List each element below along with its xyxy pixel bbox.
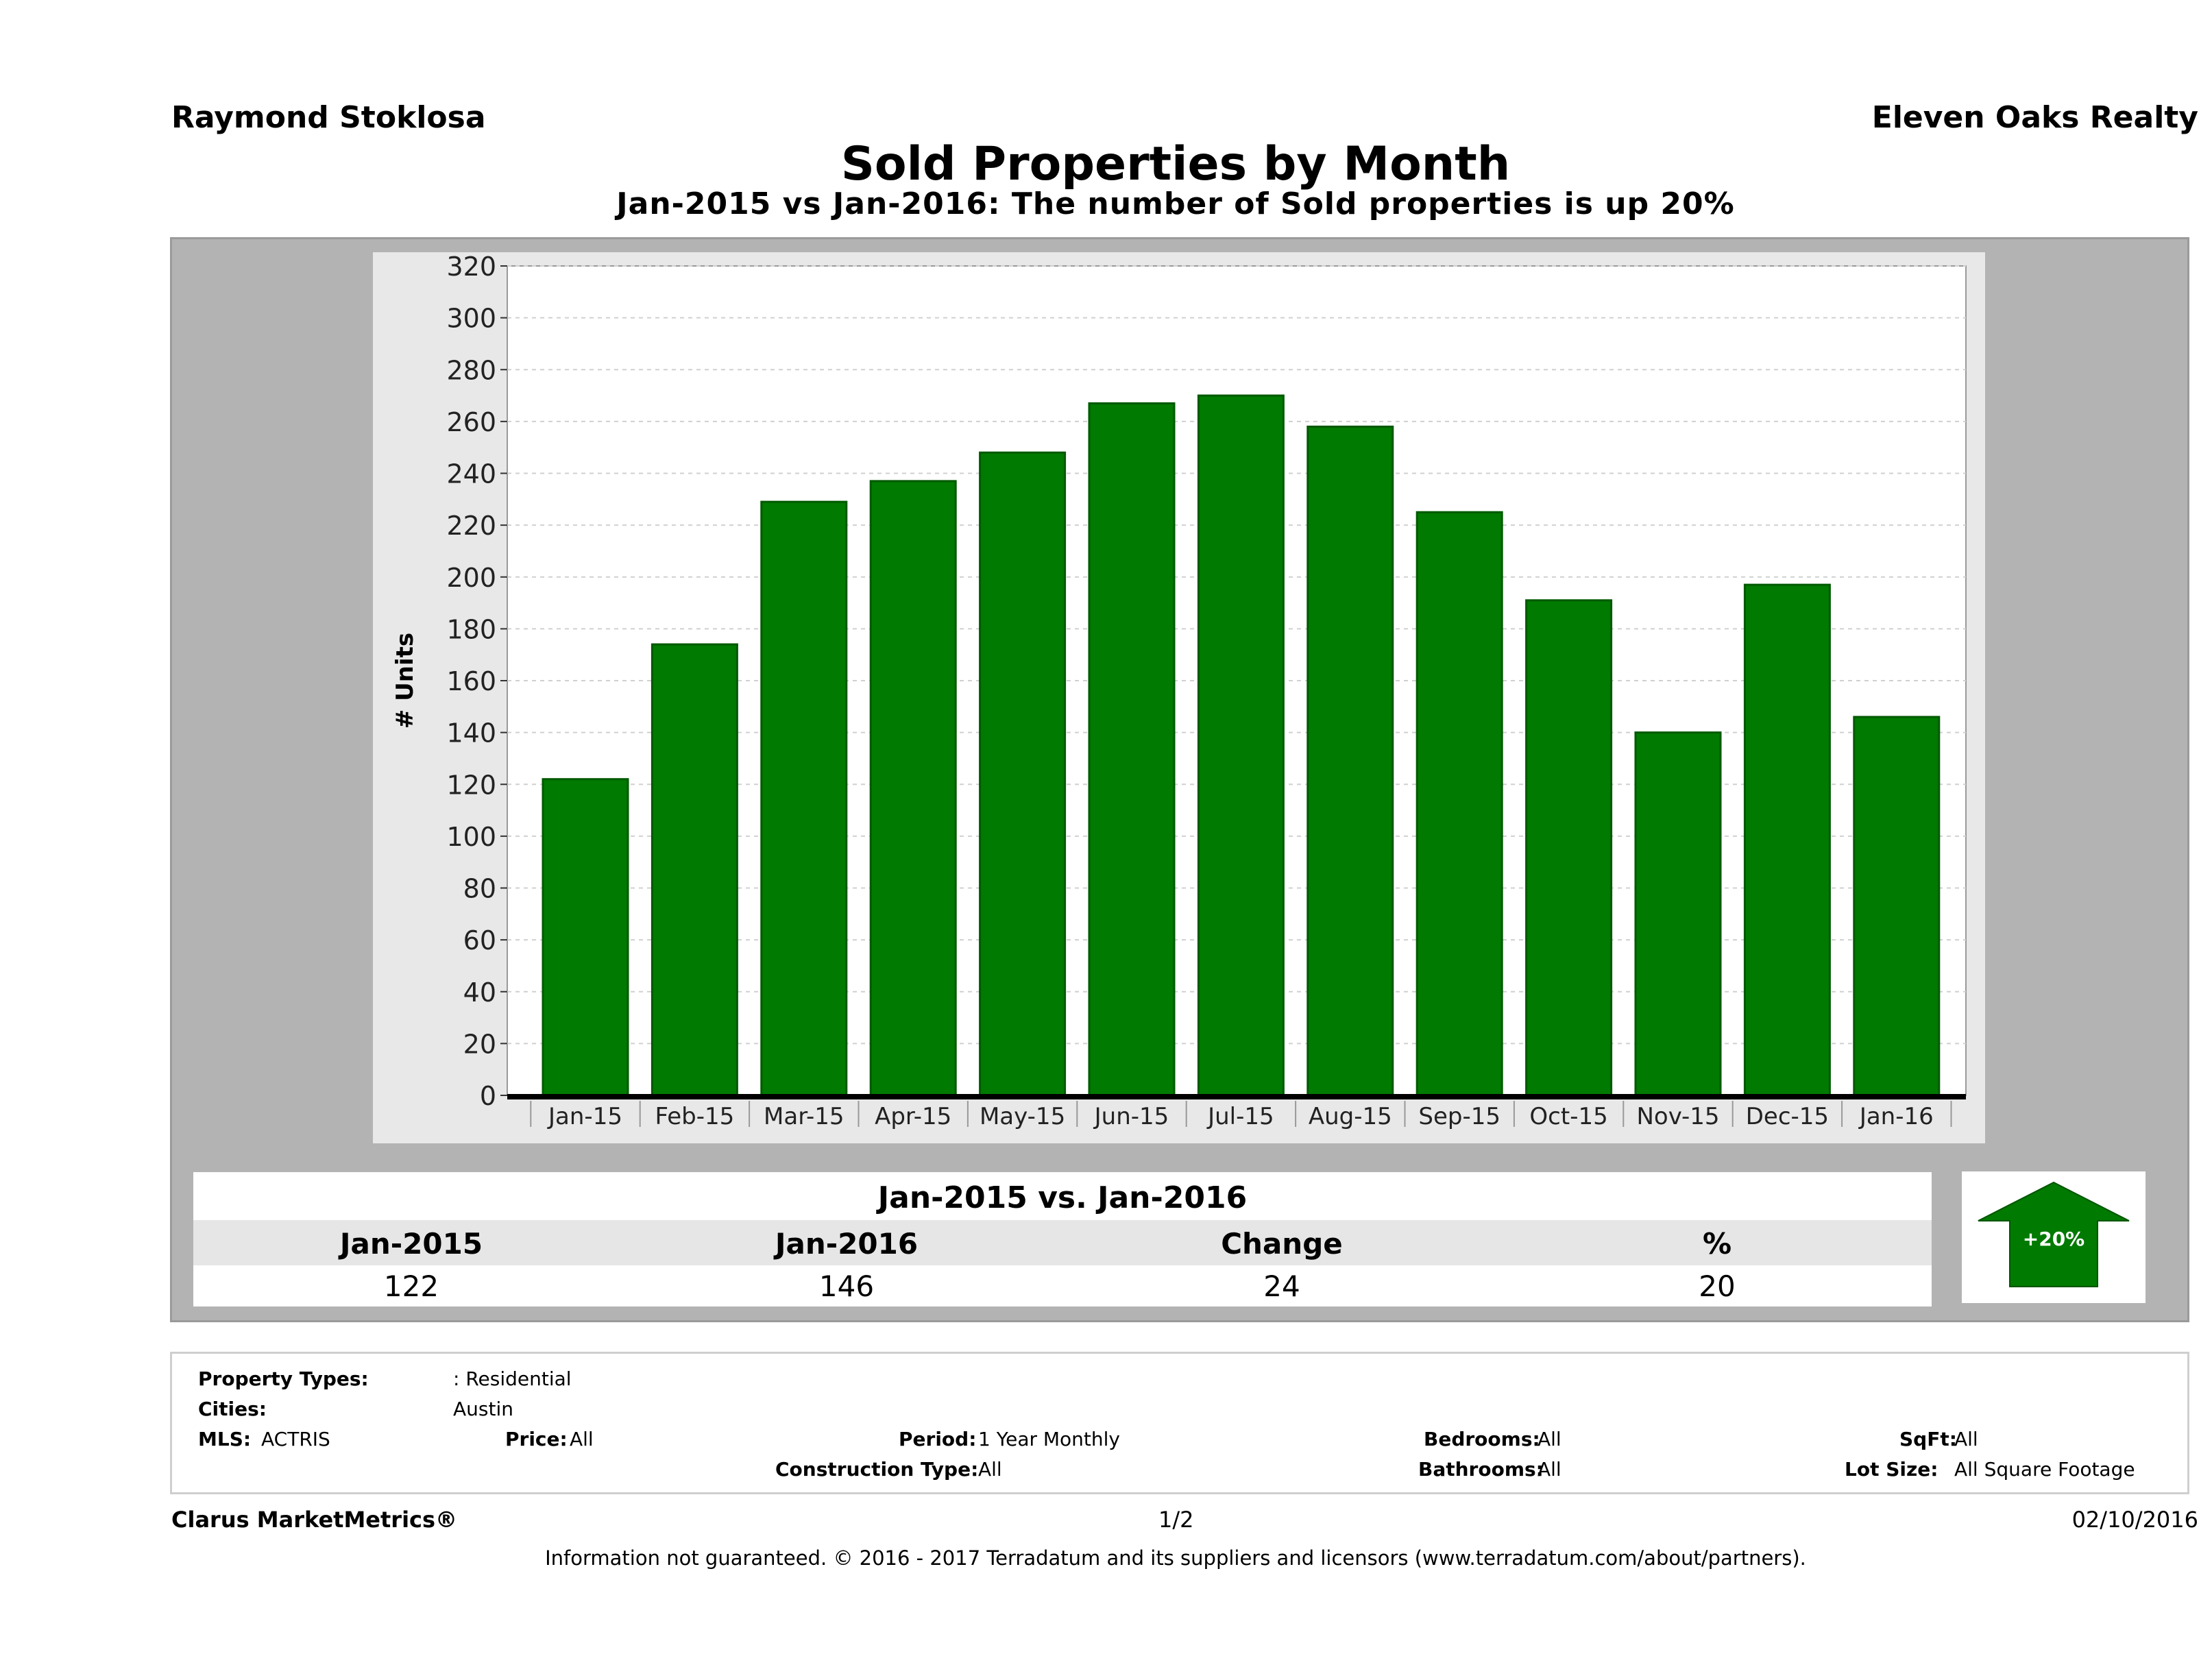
mls-label: MLS:	[198, 1428, 252, 1450]
summary-header-row: Jan-2015 Jan-2016 Change %	[193, 1220, 1932, 1265]
up-arrow-icon: +20%	[1978, 1181, 2130, 1287]
bar-jan-15	[542, 778, 629, 1097]
cities-value: Austin	[453, 1398, 513, 1420]
bar-oct-15	[1525, 599, 1613, 1097]
summary-value-row: 122 146 24 20	[193, 1265, 1932, 1306]
summary-header-percent: %	[1702, 1227, 1732, 1261]
summary-title: Jan-2015 vs. Jan-2016	[193, 1172, 1932, 1220]
x-tick-label: May-15	[980, 1103, 1065, 1130]
summary-header-jan2016: Jan-2016	[775, 1227, 919, 1261]
y-tick-label: 120	[446, 770, 496, 800]
bar-dec-15	[1743, 583, 1831, 1097]
price-value: All	[570, 1428, 594, 1450]
change-badge: +20%	[2023, 1228, 2085, 1250]
period-label: Period:	[899, 1428, 977, 1450]
period-value: 1 Year Monthly	[978, 1428, 1121, 1450]
x-tick-label: Aug-15	[1309, 1103, 1392, 1130]
summary-value-jan2016: 146	[818, 1269, 875, 1303]
y-tick-label: 180	[446, 614, 496, 644]
summary-header-jan2015: Jan-2015	[339, 1227, 483, 1261]
price-label: Price:	[505, 1428, 568, 1450]
bar-chart: 0 20 40 60 80 100 120 140 160 180 200 220 240 260 280 3…	[391, 252, 1967, 1130]
lotsize-value: All Square Footage	[1954, 1458, 2135, 1481]
change-indicator: +20%	[1962, 1171, 2146, 1303]
filters-panel: Property Types: : Residential Cities: Au…	[170, 1352, 2189, 1494]
y-tick-label: 320	[446, 252, 496, 282]
lotsize-label: Lot Size:	[1845, 1458, 1938, 1481]
y-tick-label: 20	[463, 1029, 496, 1059]
bar-apr-15	[869, 480, 957, 1097]
summary-value-jan2015: 122	[383, 1269, 439, 1303]
page-number: 1/2	[1158, 1507, 1194, 1533]
bar-may-15	[979, 451, 1067, 1097]
bar-sep-15	[1415, 511, 1503, 1097]
y-tick-label: 60	[463, 925, 496, 956]
y-tick-label: 280	[446, 355, 496, 385]
bar-feb-15	[651, 643, 738, 1097]
mls-value: ACTRIS	[261, 1428, 330, 1450]
summary-value-change: 24	[1263, 1269, 1300, 1303]
disclaimer: Information not guaranteed. © 2016 - 201…	[545, 1546, 1806, 1570]
bar-jul-15	[1197, 394, 1285, 1097]
x-tick-label: Nov-15	[1637, 1103, 1720, 1130]
bar-jan-16	[1853, 716, 1941, 1097]
report-date: 02/10/2016	[2071, 1507, 2198, 1533]
x-tick-label: Sep-15	[1418, 1103, 1500, 1130]
product-name: Clarus MarketMetrics®	[171, 1507, 458, 1533]
page-subtitle: Jan-2015 vs Jan-2016: The number of Sold…	[616, 186, 1735, 221]
x-tick-label: Jan-15	[547, 1103, 622, 1130]
bar-aug-15	[1306, 425, 1394, 1097]
bar-mar-15	[760, 500, 848, 1097]
y-tick-label: 140	[446, 718, 496, 749]
bathrooms-value: All	[1538, 1458, 1561, 1481]
y-tick-label: 220	[446, 511, 496, 541]
y-tick-label: 160	[446, 666, 496, 696]
bar-nov-15	[1634, 731, 1722, 1097]
x-tick-label: Apr-15	[875, 1103, 951, 1130]
y-tick-label: 300	[446, 304, 496, 334]
y-tick-label: 200	[446, 563, 496, 593]
x-tick-label: Mar-15	[764, 1103, 844, 1130]
x-tick-label: Jan-16	[1858, 1103, 1934, 1130]
y-tick-label: 260	[446, 407, 496, 437]
page-title: Sold Properties by Month	[840, 137, 1511, 191]
property-types-label: Property Types:	[198, 1367, 369, 1390]
summary-value-percent: 20	[1699, 1269, 1736, 1303]
bar-jun-15	[1088, 402, 1176, 1097]
y-tick-label: 40	[463, 977, 496, 1008]
y-tick-label: 0	[480, 1081, 496, 1111]
x-tick-label: Oct-15	[1529, 1103, 1607, 1130]
bedrooms-label: Bedrooms:	[1424, 1428, 1540, 1450]
sqft-label: SqFt:	[1899, 1428, 1957, 1450]
summary-header-change: Change	[1221, 1227, 1343, 1261]
cities-label: Cities:	[198, 1398, 267, 1420]
y-axis-title: # Units	[391, 633, 419, 729]
x-tick-label: Jul-15	[1206, 1103, 1274, 1130]
construction-value: All	[978, 1458, 1002, 1481]
agent-name: Raymond Stoklosa	[171, 100, 486, 135]
x-tick-label: Feb-15	[655, 1103, 735, 1130]
bathrooms-label: Bathrooms:	[1418, 1458, 1544, 1481]
x-tick-label: Jun-15	[1093, 1103, 1169, 1130]
construction-label: Construction Type:	[775, 1458, 979, 1481]
brokerage-name: Eleven Oaks Realty	[1871, 100, 2198, 135]
y-tick-label: 80	[463, 874, 496, 904]
bedrooms-value: All	[1538, 1428, 1561, 1450]
sqft-value: All	[1954, 1428, 1978, 1450]
x-tick-label: Dec-15	[1746, 1103, 1829, 1130]
y-tick-label: 100	[446, 822, 496, 852]
property-types-value: : Residential	[453, 1367, 572, 1390]
y-tick-label: 240	[446, 459, 496, 489]
